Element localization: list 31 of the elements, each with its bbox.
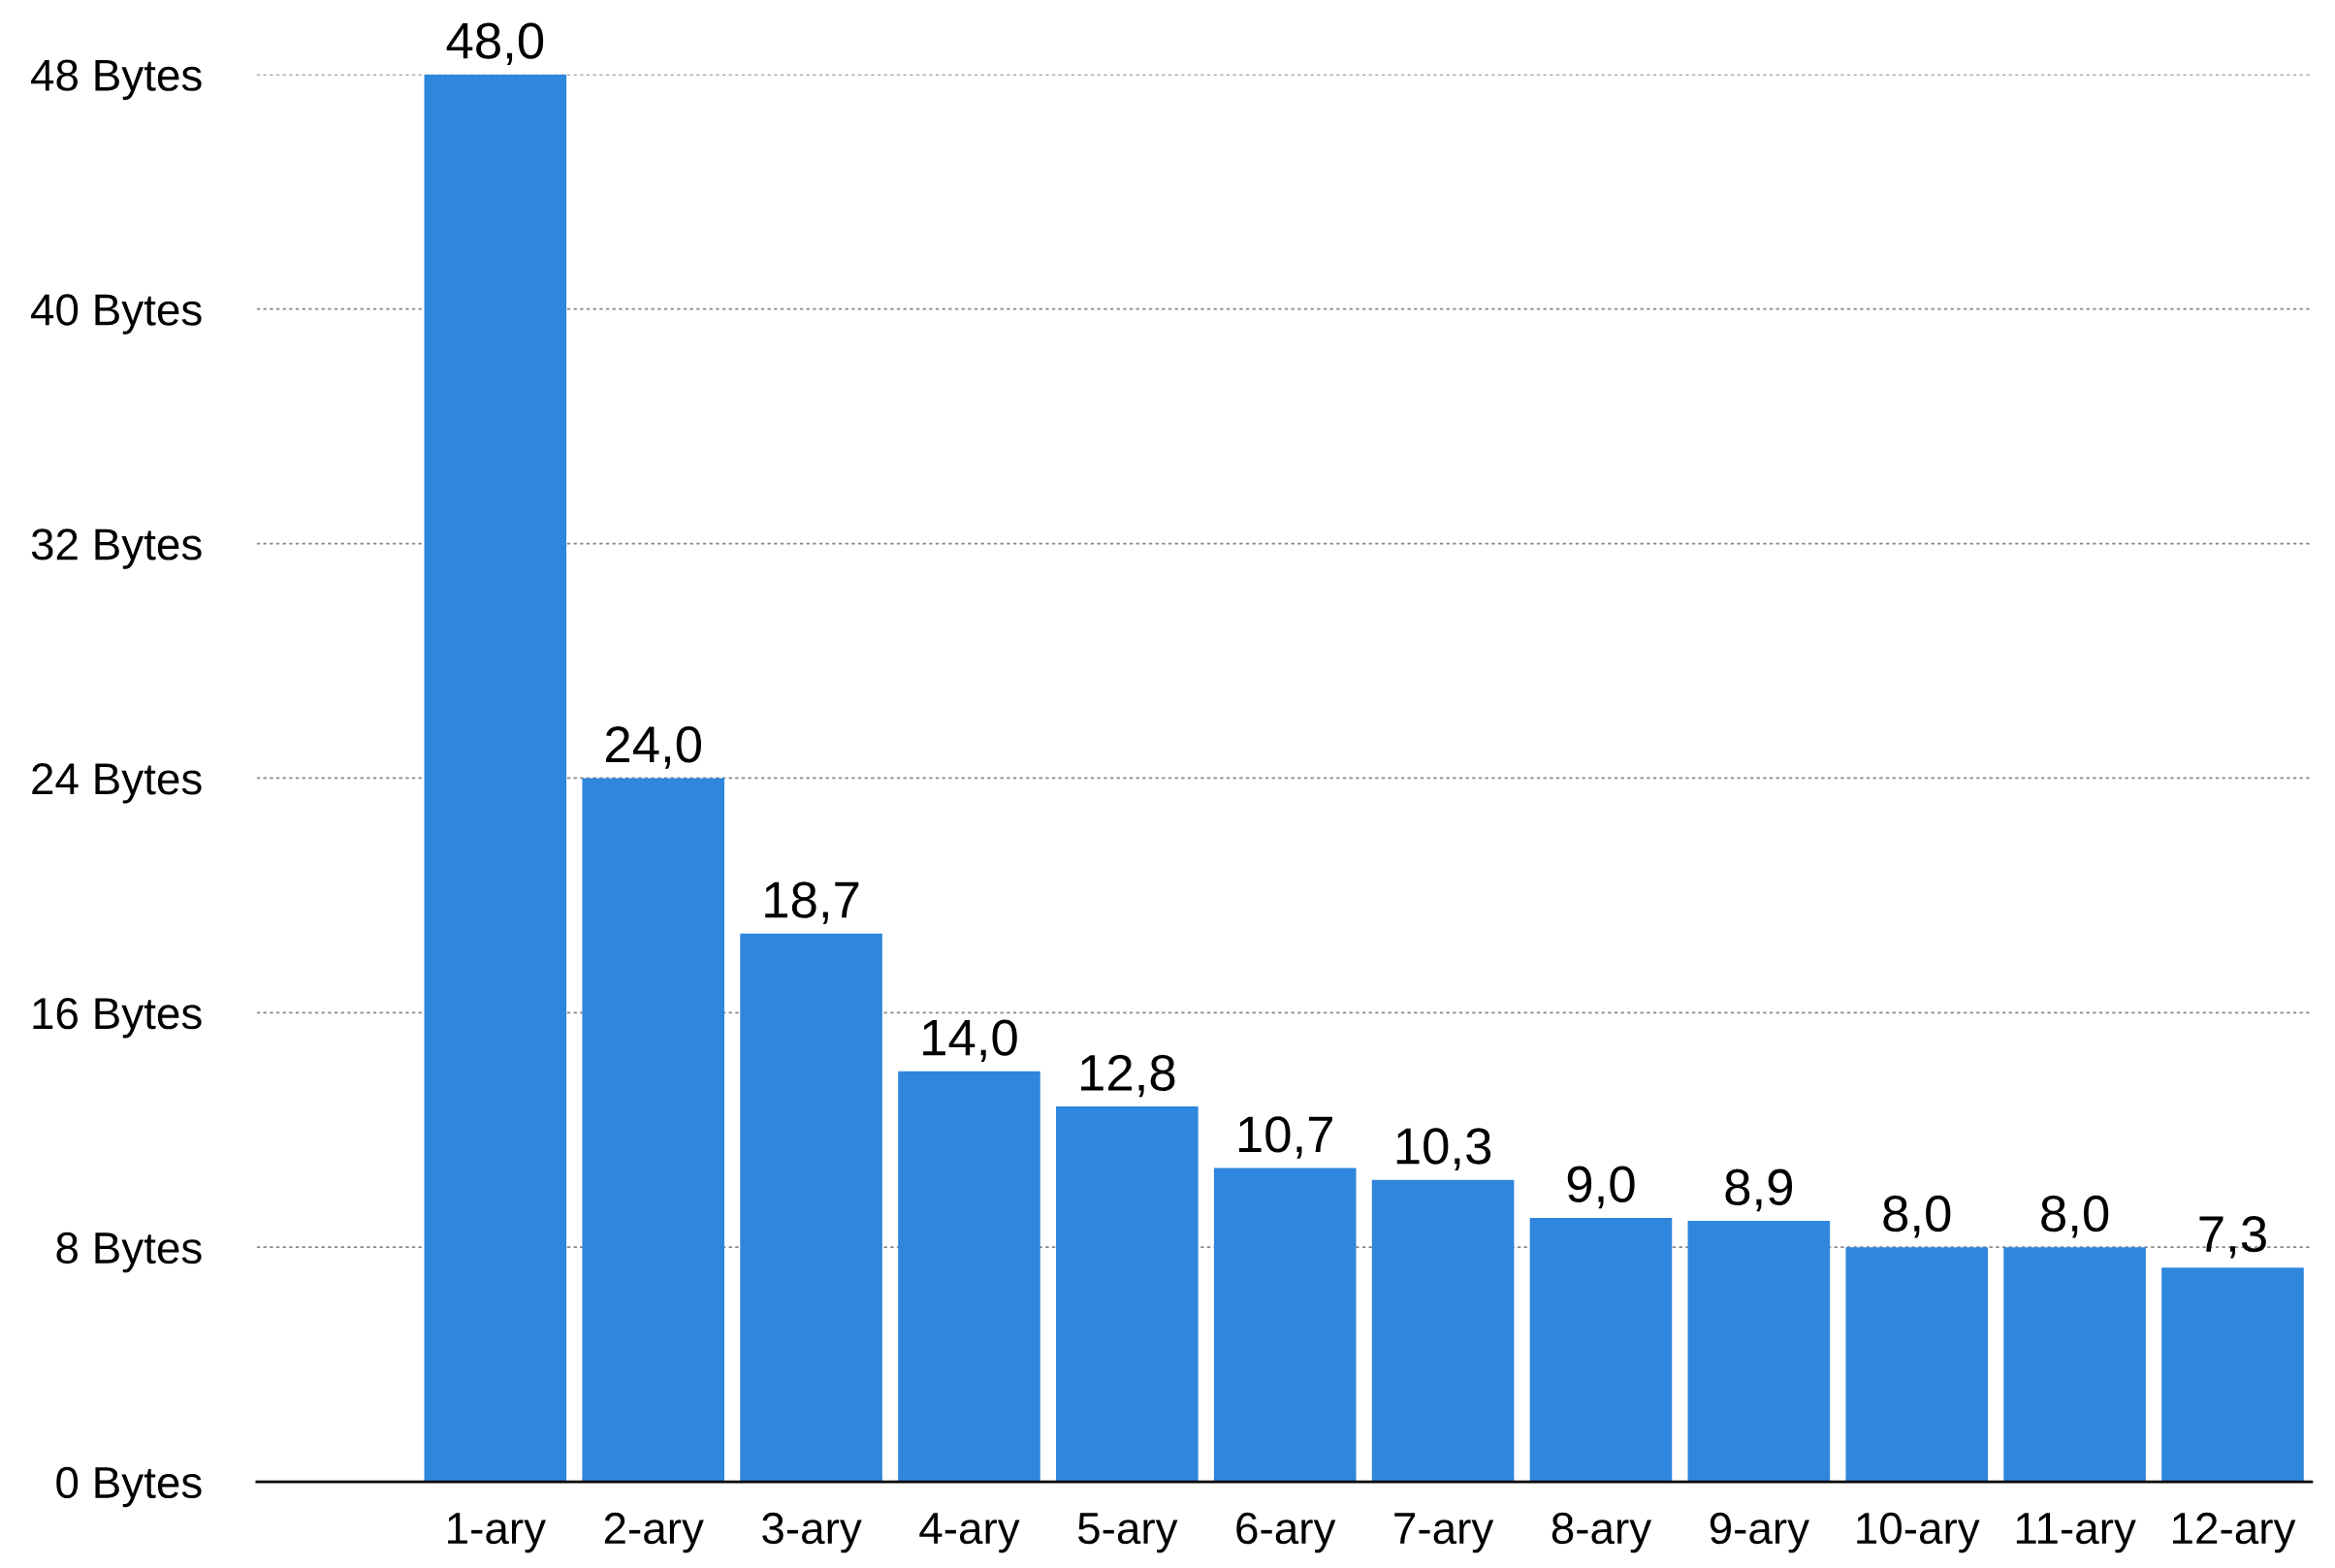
data-label: 9,0 — [1567, 1166, 1635, 1209]
data-label: 12,8 — [1081, 1054, 1175, 1098]
data-label: 8,9 — [1725, 1168, 1793, 1212]
data-label: 8,0 — [2041, 1195, 2109, 1238]
data-label: 8,0 — [1883, 1195, 1951, 1238]
x-tick-label: 12-ary — [2173, 1512, 2296, 1553]
y-tick-label: 16 Bytes — [33, 997, 202, 1039]
y-tick-label: 24 Bytes — [32, 763, 202, 804]
x-tick-label: 3-ary — [762, 1512, 862, 1553]
x-tick-label: 10-ary — [1857, 1512, 1980, 1553]
data-label: 48,0 — [446, 22, 544, 66]
x-tick-label: 9-ary — [1710, 1512, 1809, 1553]
x-tick-label: 5-ary — [1077, 1513, 1178, 1553]
x-tick-label: 11-ary — [2016, 1513, 2136, 1553]
y-tick-label: 8 Bytes — [56, 1232, 202, 1273]
data-label: 24,0 — [606, 726, 701, 769]
x-tick-label: 7-ary — [1394, 1513, 1494, 1553]
y-tick-label: 48 Bytes — [31, 59, 202, 100]
data-label: 18,7 — [765, 881, 859, 924]
data-label: 10,3 — [1396, 1128, 1491, 1170]
y-tick-label: 0 Bytes — [56, 1466, 202, 1508]
y-tick-label: 32 Bytes — [31, 528, 202, 569]
x-tick-label: 8-ary — [1551, 1512, 1652, 1553]
x-tick-label: 6-ary — [1236, 1512, 1336, 1553]
data-label: 14,0 — [923, 1019, 1017, 1063]
data-label: 10,7 — [1238, 1116, 1332, 1159]
x-tick-label: 1-ary — [448, 1513, 546, 1553]
x-tick-label: 4-ary — [919, 1513, 1020, 1553]
x-tick-label: 2-ary — [604, 1512, 704, 1553]
y-tick-label: 40 Bytes — [31, 294, 202, 335]
data-label: 7,3 — [2199, 1215, 2266, 1259]
